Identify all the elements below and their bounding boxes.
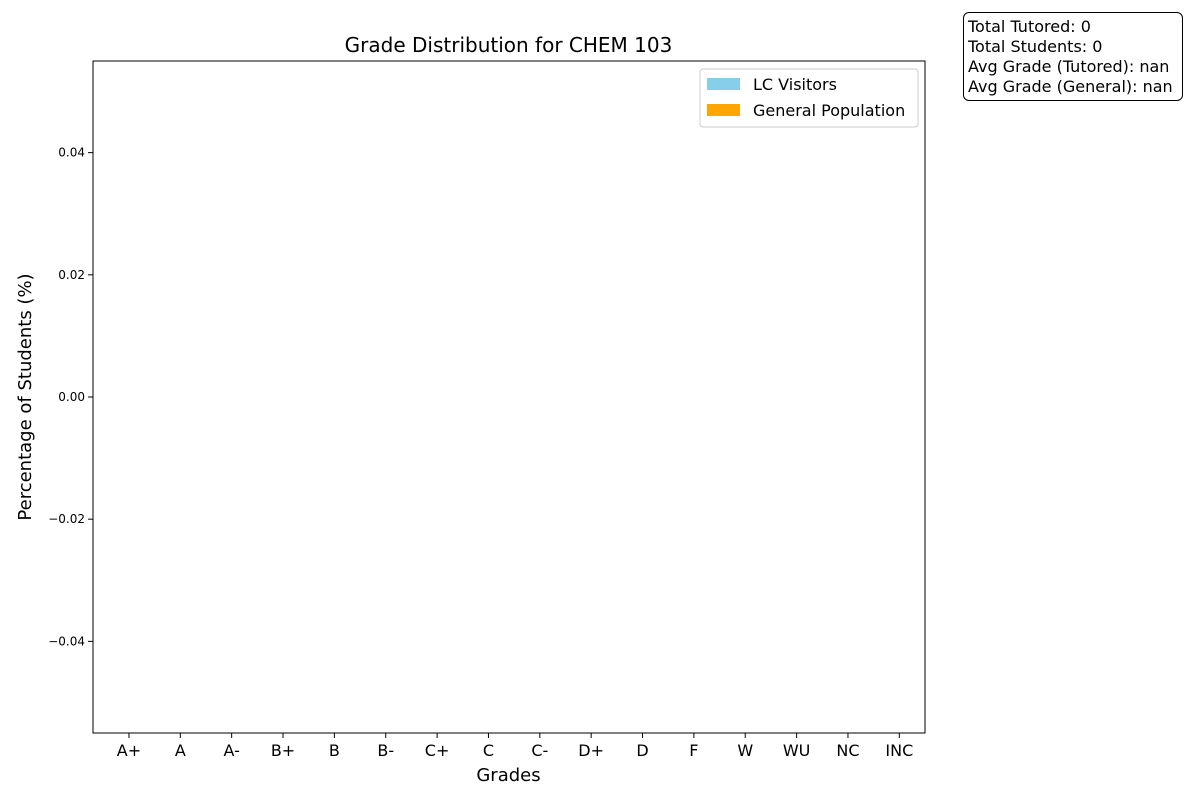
legend-swatch-general-population	[707, 104, 740, 116]
ticks-layer: −0.04 −0.02 0.00 0.02 0.04 A+ A A- B+ B B- C+ C C- D+ D…	[48, 146, 913, 760]
plot-frame	[92, 60, 926, 734]
stats-box: Total Tutored: 0 Total Students: 0 Avg G…	[963, 12, 1183, 101]
x-tick-label: C	[483, 741, 494, 760]
x-tick-label: C+	[425, 741, 450, 760]
y-tick-label: −0.02	[48, 512, 85, 526]
y-tick-label: 0.00	[58, 390, 85, 404]
x-tick-label: INC	[885, 741, 913, 760]
x-tick-label: F	[689, 741, 698, 760]
y-tick-label: −0.04	[48, 634, 85, 648]
legend: LC Visitors General Population	[699, 68, 919, 128]
y-axis-label: Percentage of Students (%)	[15, 273, 36, 520]
stat-avg-grade-tutored: Avg Grade (Tutored): nan	[968, 57, 1170, 76]
x-tick-label: A-	[223, 741, 239, 760]
x-tick-label: A	[175, 741, 186, 760]
stat-total-tutored: Total Tutored: 0	[968, 17, 1091, 36]
x-tick-label: D	[636, 741, 648, 760]
y-tick-label: 0.04	[58, 146, 85, 160]
x-tick-label: B	[329, 741, 340, 760]
legend-label-lc-visitors: LC Visitors	[753, 75, 837, 94]
chart-title: Grade Distribution for CHEM 103	[345, 33, 673, 57]
legend-frame	[699, 68, 919, 128]
x-tick-label: B+	[271, 741, 295, 760]
x-tick-label: A+	[117, 741, 141, 760]
stat-avg-grade-general: Avg Grade (General): nan	[968, 77, 1173, 96]
legend-label-general-population: General Population	[753, 101, 905, 120]
x-tick-label: WU	[783, 741, 811, 760]
stat-total-students: Total Students: 0	[968, 37, 1103, 56]
x-tick-label: D+	[578, 741, 604, 760]
x-tick-label: C-	[531, 741, 548, 760]
x-tick-label: NC	[836, 741, 859, 760]
x-axis-label: Grades	[476, 765, 540, 786]
y-tick-label: 0.02	[58, 268, 85, 282]
legend-swatch-lc-visitors	[707, 78, 740, 90]
x-tick-label: W	[737, 741, 753, 760]
x-tick-label: B-	[377, 741, 394, 760]
